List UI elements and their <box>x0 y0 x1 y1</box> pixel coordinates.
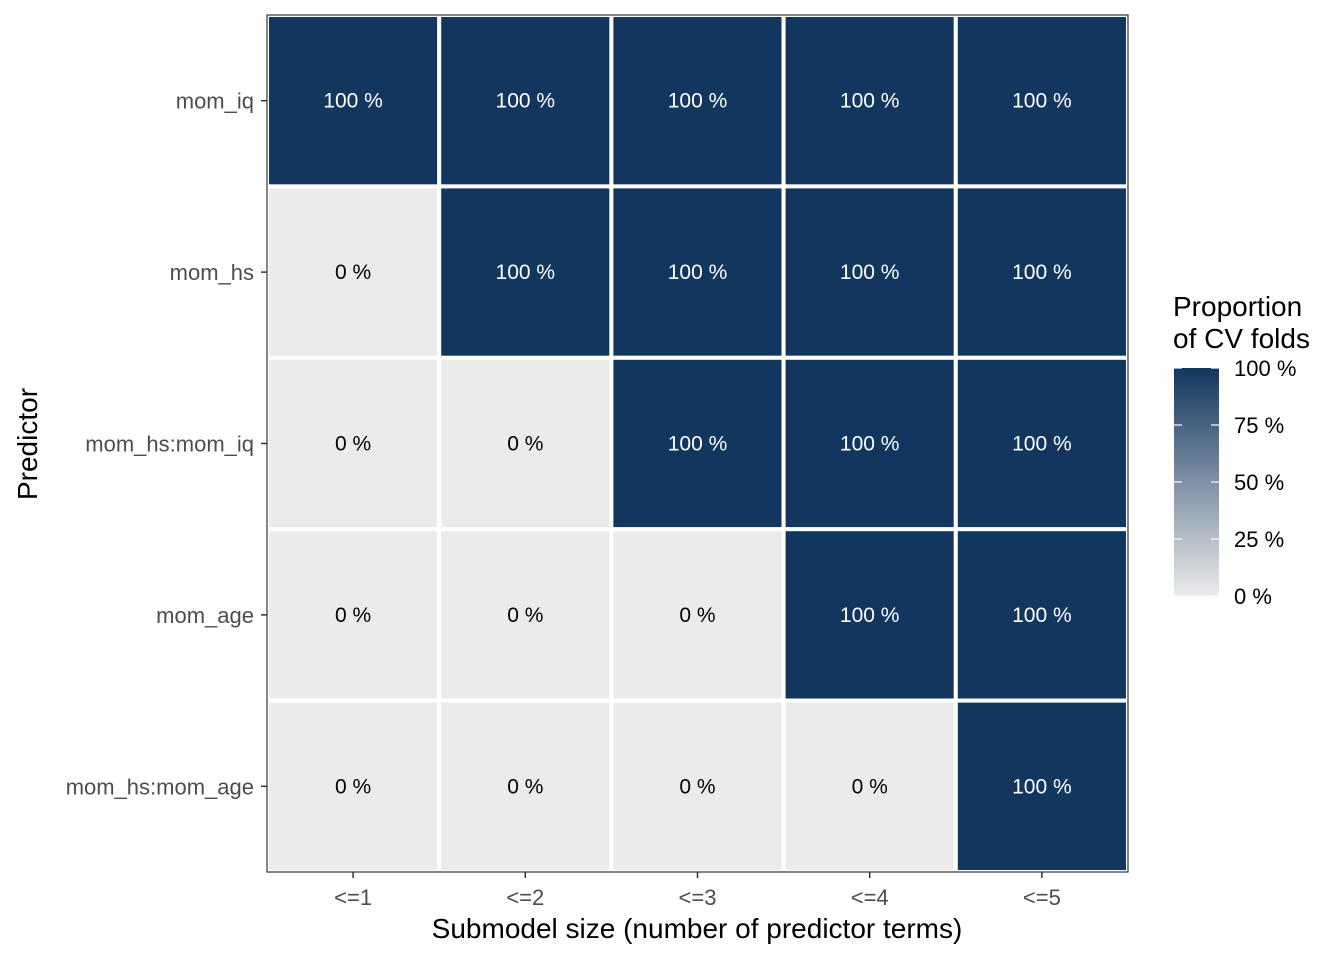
x-tick-label: <=1 <box>334 885 372 910</box>
heatmap-cell <box>437 698 614 874</box>
x-axis: <=1 <=2 <=3 <=4 <=5 <box>334 872 1061 910</box>
heatmap-cell <box>781 355 958 532</box>
heatmap-cell <box>437 13 614 189</box>
cell-label: 100 % <box>1012 775 1072 798</box>
legend-tick-label: 50 % <box>1234 470 1284 495</box>
heatmap-cell <box>437 355 614 532</box>
cell-label: 100 % <box>668 90 728 113</box>
x-axis-title: Submodel size (number of predictor terms… <box>432 913 963 944</box>
cell-label: 100 % <box>840 261 900 284</box>
heatmap-cell <box>437 527 614 703</box>
cell-label: 0 % <box>679 775 715 798</box>
heatmap-cell <box>609 184 786 360</box>
y-tick-label: mom_hs <box>170 260 254 285</box>
cell-label: 100 % <box>840 604 900 627</box>
cell-label: 0 % <box>679 604 715 627</box>
heatmap-cell <box>609 527 786 703</box>
cell-label: 100 % <box>840 433 900 456</box>
cell-label: 0 % <box>507 775 543 798</box>
cell-label: 0 % <box>335 604 371 627</box>
x-tick-label: <=5 <box>1023 885 1061 910</box>
cell-label: 0 % <box>335 261 371 284</box>
cell-label: 0 % <box>335 775 371 798</box>
x-tick-label: <=2 <box>506 885 544 910</box>
heatmap-cell <box>953 184 1130 360</box>
legend-tick-label: 75 % <box>1234 413 1284 438</box>
heatmap-cell <box>953 527 1130 703</box>
cell-label: 100 % <box>1012 261 1072 284</box>
legend: Proportion of CV folds 100 % 75 % 50 % 25 %… <box>1173 291 1310 609</box>
heatmap-cell <box>265 13 442 189</box>
heatmap-cell <box>609 698 786 874</box>
cell-label: 100 % <box>496 90 556 113</box>
cell-label: 0 % <box>507 433 543 456</box>
cell-label: 100 % <box>668 261 728 284</box>
y-tick-label: mom_iq <box>176 89 254 114</box>
cell-label: 100 % <box>840 90 900 113</box>
legend-tick-label: 100 % <box>1234 356 1296 381</box>
legend-tick-label: 25 % <box>1234 527 1284 552</box>
legend-ticks: 100 % 75 % 50 % 25 % 0 % <box>1174 356 1296 609</box>
heatmap-cell <box>781 527 958 703</box>
cell-label: 0 % <box>507 604 543 627</box>
y-axis: mom_iq mom_hs mom_hs:mom_iq mom_age mom_hs:m… <box>66 89 267 799</box>
y-axis-title: Predictor <box>12 388 43 500</box>
legend-tick-label: 0 % <box>1234 584 1272 609</box>
cell-label: 100 % <box>668 433 728 456</box>
cell-label: 0 % <box>335 433 371 456</box>
legend-title-line-1: Proportion <box>1173 291 1302 322</box>
y-tick-label: mom_hs:mom_iq <box>85 432 254 457</box>
cell-label: 100 % <box>1012 604 1072 627</box>
cell-label: 100 % <box>496 261 556 284</box>
cell-label: 100 % <box>1012 90 1072 113</box>
heatmap-cells: 100 % 100 % 100 % 100 % 100 % 0 % 100 % 100 % 10… <box>265 13 1130 874</box>
cell-label: 100 % <box>1012 433 1072 456</box>
x-tick-label: <=4 <box>851 885 889 910</box>
y-tick-label: mom_hs:mom_age <box>66 774 254 799</box>
cell-label: 100 % <box>323 90 383 113</box>
y-tick-label: mom_age <box>156 603 254 628</box>
legend-title-line-2: of CV folds <box>1173 323 1310 354</box>
heatmap-cell <box>265 698 442 874</box>
x-tick-label: <=3 <box>679 885 717 910</box>
cell-label: 0 % <box>852 775 888 798</box>
